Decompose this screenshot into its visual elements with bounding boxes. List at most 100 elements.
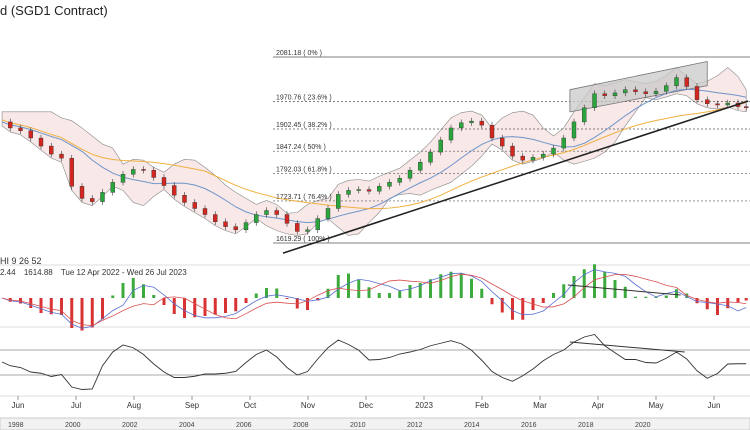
macd-histogram-bar (449, 271, 453, 298)
candle-body (489, 124, 495, 139)
macd-signal-line (1, 273, 747, 327)
macd-histogram-bar (183, 298, 186, 318)
candle-body (346, 190, 351, 195)
navigator-year-label: 2012 (407, 422, 423, 429)
candle-body (418, 161, 423, 171)
macd-histogram-bar (541, 298, 545, 303)
candle-body (49, 145, 54, 155)
candle-body (110, 182, 115, 193)
navigator-year-label: 2004 (179, 422, 195, 429)
candle-body (213, 214, 218, 222)
candle-body (356, 189, 361, 191)
month-label: Jul (71, 401, 81, 410)
macd-histogram-bar (60, 298, 63, 315)
macd-histogram-bar (511, 298, 514, 320)
candle-body (705, 99, 710, 104)
candle-body (18, 127, 23, 131)
macd-histogram-bar (603, 271, 607, 298)
macd-histogram-bar (70, 298, 74, 328)
candle-body (438, 139, 443, 153)
macd-histogram-bar (572, 276, 576, 298)
macd-histogram-bar (552, 293, 555, 298)
macd-histogram-bar (654, 297, 658, 298)
month-label: Aug (127, 401, 141, 410)
candle-body (541, 153, 546, 158)
trendline (282, 100, 749, 254)
candle-body (202, 208, 208, 215)
candle-body (151, 170, 156, 178)
navigator-year-label: 2002 (122, 422, 138, 429)
indicator-low: 2.44 (0, 268, 16, 277)
candle-body (141, 169, 146, 171)
candle-body (315, 218, 320, 231)
navigator-bar (0, 417, 750, 430)
fib-level-label: 1723.71 ( 76.4% ) (276, 194, 332, 201)
candle-body (744, 106, 749, 109)
month-label: Feb (475, 401, 489, 410)
rsi-divergence-line (569, 341, 685, 353)
macd-histogram-bar (623, 286, 627, 298)
month-label: 2023 (415, 401, 433, 410)
candle-body (520, 155, 525, 161)
month-label: May (648, 401, 663, 410)
macd-histogram-bar (111, 295, 115, 298)
candle-body (459, 122, 464, 129)
macd-histogram-bar (490, 298, 494, 305)
candle-body (510, 145, 515, 157)
macd-histogram-bar (326, 288, 330, 298)
ichimoku-label: HI 9 26 52 (0, 256, 42, 266)
macd-histogram-bar (244, 298, 248, 303)
candle-body (397, 178, 402, 183)
candle-body (428, 151, 433, 163)
navigator-year-label: 2000 (65, 422, 81, 429)
navigator-year-label: 1998 (8, 422, 24, 429)
macd-histogram-bar (203, 298, 207, 316)
macd-histogram-bar (439, 274, 443, 298)
candle-body (643, 91, 648, 94)
candle-body (725, 102, 730, 106)
macd-histogram-bar (131, 278, 135, 298)
candle-body (8, 121, 13, 129)
fib-level-label: 1792.03 ( 61.8% ) (276, 166, 332, 173)
candle-body (192, 202, 197, 209)
candle-body (387, 182, 392, 187)
macd-histogram-bar (224, 298, 227, 313)
candle-body (500, 137, 505, 147)
macd-histogram-bar (695, 298, 699, 304)
macd-histogram-bar (736, 298, 740, 303)
candle-body (715, 103, 720, 106)
candle-body (612, 92, 618, 96)
candle-body (243, 222, 249, 231)
macd-histogram-bar (193, 298, 197, 318)
macd-histogram-bar (254, 293, 258, 298)
candle-body (79, 186, 85, 199)
fib-level-label: 1619.29 ( 100% ) (276, 236, 330, 243)
candle-body (366, 189, 372, 192)
macd-histogram-bar (429, 279, 432, 298)
candle-body (161, 177, 167, 186)
macd-histogram-bar (593, 264, 596, 298)
macd-histogram-bar (90, 298, 94, 328)
navigator-year-label: 2018 (578, 422, 594, 429)
macd-histogram-bar (172, 298, 176, 314)
macd-line (1, 269, 747, 329)
candle-body (571, 121, 577, 139)
macd-histogram-bar (705, 298, 709, 310)
month-label: Mar (533, 401, 547, 410)
macd-histogram-bar (562, 284, 566, 298)
rising-channel (569, 61, 708, 113)
macd-histogram-bar (459, 273, 463, 298)
navigator-year-label: 2020 (635, 422, 651, 429)
macd-histogram-bar (275, 288, 279, 298)
candle-body (694, 86, 700, 100)
navigator-year-label: 2006 (236, 422, 252, 429)
candle-body (653, 91, 659, 94)
indicator-high: 1614.88 (23, 268, 53, 277)
macd-histogram-bar (316, 298, 320, 301)
macd-divergence-line (567, 284, 681, 296)
macd-histogram-bar (234, 298, 238, 312)
candle-body (264, 210, 269, 215)
macd-histogram-bar (306, 298, 309, 310)
rsi-line (1, 333, 747, 390)
